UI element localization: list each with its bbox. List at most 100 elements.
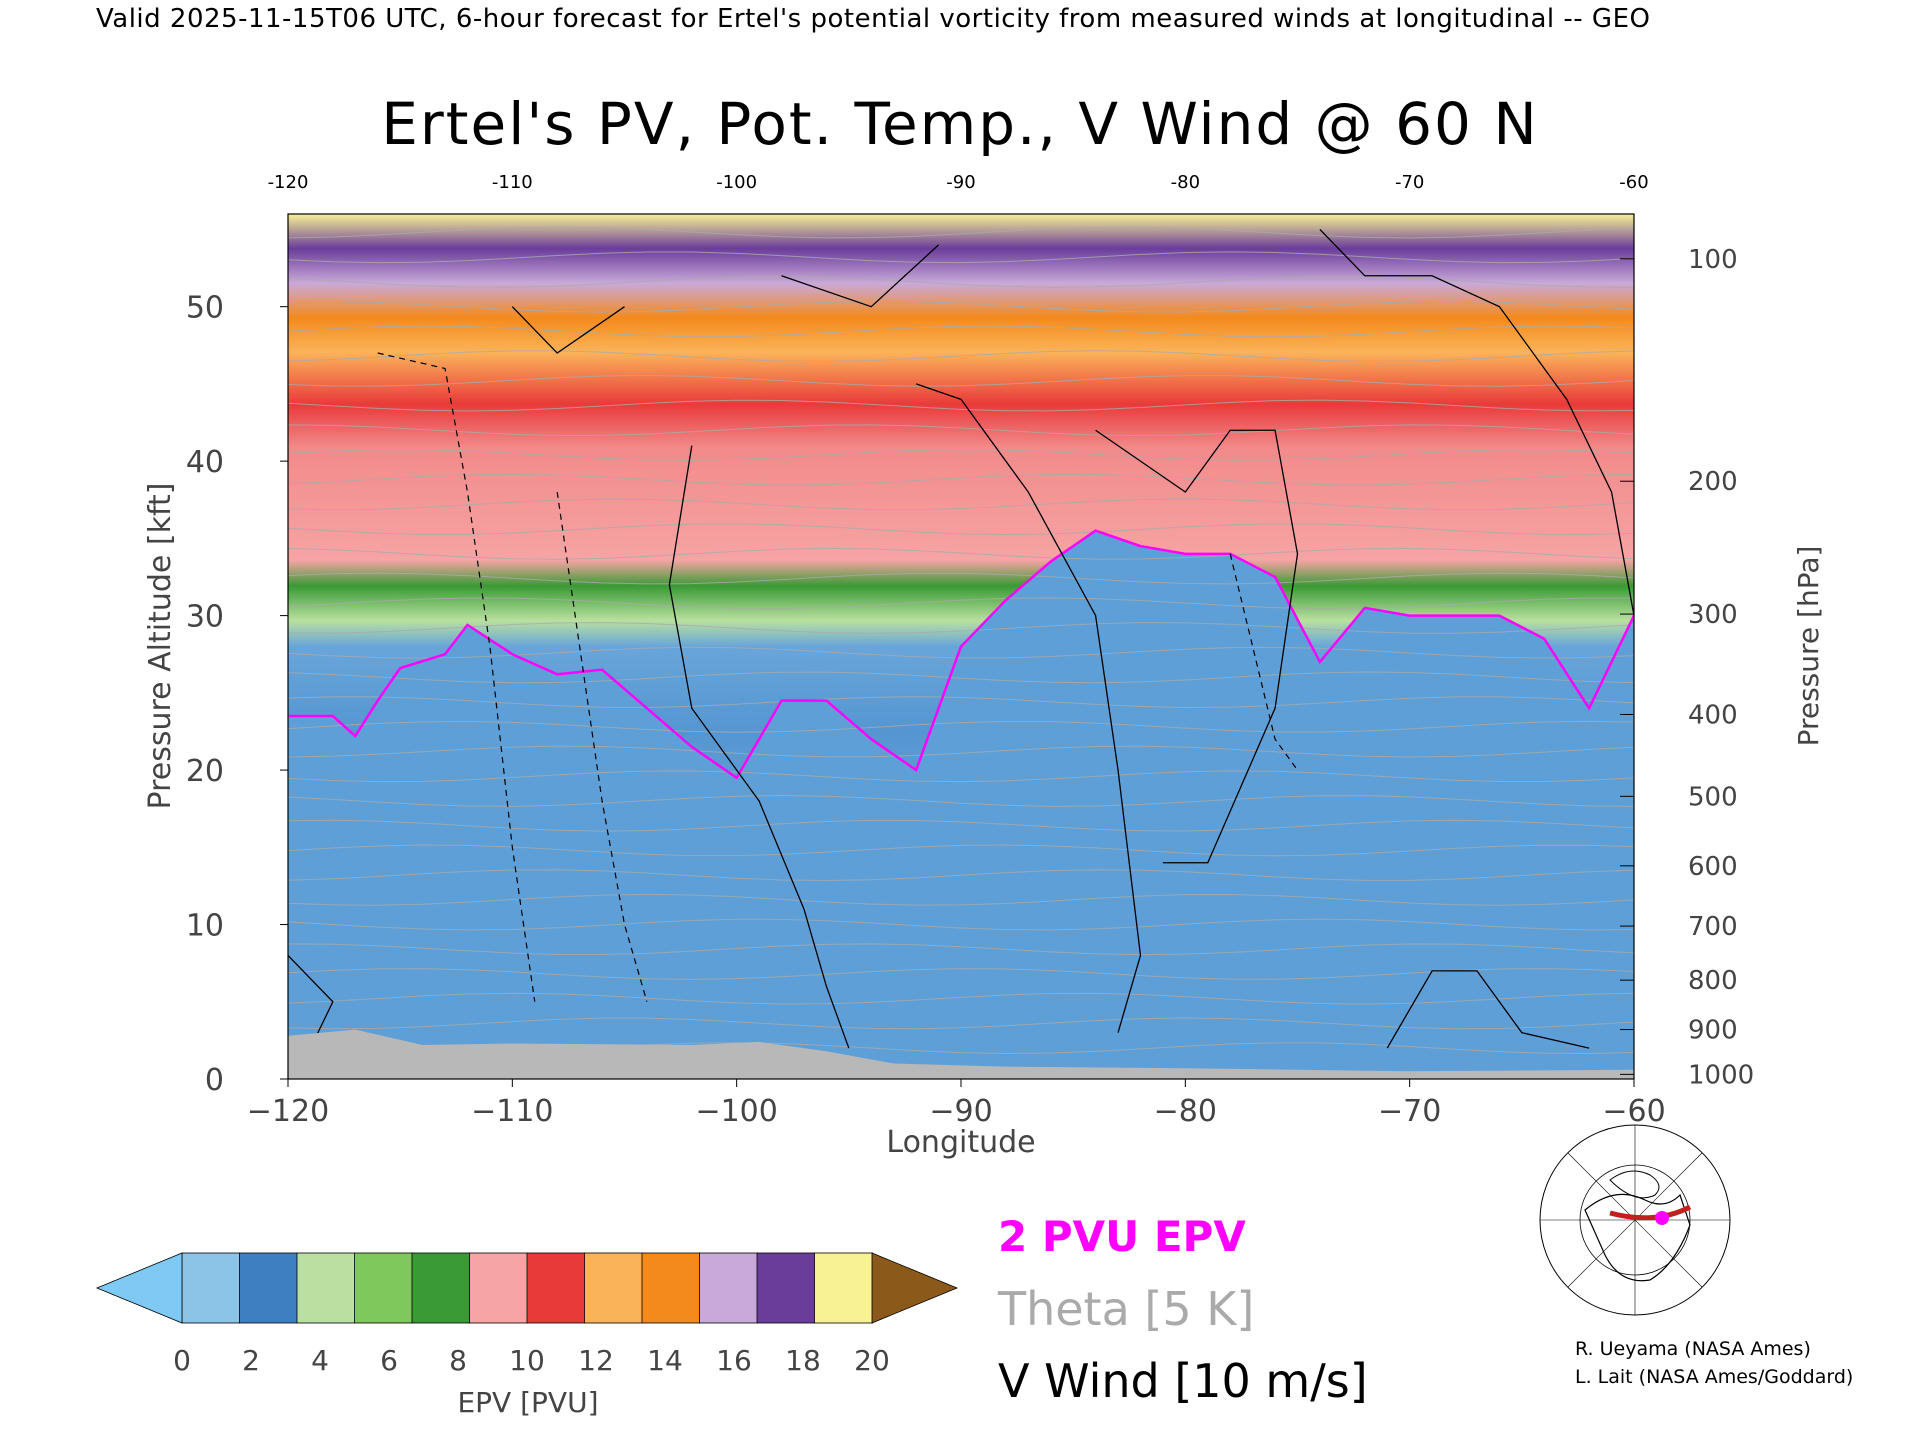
- colorbar-tick-label: 4: [311, 1344, 329, 1377]
- theta-line: [288, 325, 1634, 338]
- pressure-tick-label: 900: [1688, 1016, 1738, 1046]
- legend-vwind: V Wind [10 m/s]: [998, 1354, 1368, 1408]
- wind-line-negative: [377, 352, 536, 1002]
- x-tick-label: −90: [929, 1094, 992, 1129]
- colorbar-tick-label: 8: [449, 1344, 467, 1377]
- wind-line: [915, 383, 1142, 1033]
- theta-line: [288, 893, 1634, 906]
- troposphere-region: [288, 530, 1634, 1079]
- theta-line: [288, 869, 1634, 882]
- colorbar-swatch: [699, 1252, 758, 1324]
- colorbar-tick-label: 0: [173, 1344, 191, 1377]
- theta-line: [288, 374, 1634, 387]
- colorbar-swatch: [469, 1252, 528, 1324]
- colorbar-tick-label: 14: [647, 1344, 683, 1377]
- colorbar: 0 2 4 6 8 10 12 14 16 18 20: [95, 1252, 959, 1377]
- wind-line: [288, 954, 334, 1049]
- credit-line-1: R. Ueyama (NASA Ames): [1575, 1338, 1811, 1360]
- theta-line: [288, 992, 1634, 1005]
- theta-line: [288, 968, 1634, 980]
- colorbar-swatch: [181, 1252, 241, 1324]
- colorbar-over-arrow: [871, 1252, 959, 1324]
- pressure-tick-label: 700: [1688, 912, 1738, 942]
- wind-line-negative: [1229, 553, 1298, 771]
- x-top-tick-label: -100: [716, 172, 757, 193]
- theta-line: [288, 720, 1634, 733]
- colorbar-swatch: [296, 1252, 356, 1324]
- y-tick-label: 50: [186, 291, 224, 326]
- x-top-tick-label: -110: [492, 172, 533, 193]
- theta-line: [288, 943, 1634, 956]
- legend-pv: 2 PVU EPV: [998, 1212, 1246, 1261]
- pressure-tick-label: 200: [1688, 467, 1738, 497]
- theta-line: [288, 424, 1634, 437]
- x-tick-label: −60: [1602, 1094, 1665, 1129]
- pressure-tick-label: 1000: [1688, 1060, 1754, 1090]
- colorbar-label: EPV [PVU]: [457, 1386, 598, 1419]
- wind-line: [1319, 228, 1634, 616]
- pressure-tick-label: 100: [1688, 245, 1738, 275]
- y-axis-label: Pressure Altitude [kft]: [143, 483, 178, 810]
- x-tick-label: −70: [1378, 1094, 1441, 1129]
- credit-line-2: L. Lait (NASA Ames/Goddard): [1575, 1366, 1854, 1388]
- pressure-tick-label: 400: [1688, 700, 1738, 730]
- pressure-tick-label: 300: [1688, 600, 1738, 630]
- wind-line: [781, 244, 940, 308]
- terrain: [288, 1029, 1634, 1079]
- colorbar-swatch: [526, 1252, 586, 1324]
- theta-line: [288, 251, 1634, 264]
- theta-line: [288, 795, 1634, 807]
- colorbar-swatch: [814, 1252, 873, 1324]
- wind-line-negative: [556, 491, 648, 1002]
- theta-line: [288, 399, 1634, 412]
- theta-line: [288, 572, 1634, 585]
- pv-2pvu-contour: [288, 529, 1634, 780]
- y-tick-label: 10: [186, 909, 224, 944]
- y-tick-label: 40: [186, 445, 224, 480]
- x-tick-label: −100: [695, 1094, 777, 1129]
- wind-line: [1386, 970, 1590, 1049]
- x-axis-top: -120 -110 -100 -90 -80 -70 -60: [268, 172, 1649, 193]
- theta-line: [288, 449, 1634, 461]
- theta-line: [288, 473, 1634, 486]
- theta-line: [288, 350, 1634, 362]
- y-axis: 0 10 20 30 40 50: [186, 291, 288, 1098]
- x-tick-label: −80: [1154, 1094, 1217, 1129]
- x-axis: −120 −110 −100 −90 −80 −70 −60: [247, 1079, 1666, 1129]
- theta-line: [288, 696, 1634, 708]
- theta-line: [288, 770, 1634, 783]
- colorbar-tick-label: 16: [716, 1344, 752, 1377]
- theta-line: [288, 819, 1634, 832]
- colorbar-swatch: [411, 1252, 471, 1324]
- y-tick-label: 20: [186, 754, 224, 789]
- theta-line: [288, 276, 1634, 288]
- x-top-tick-label: -70: [1395, 172, 1424, 193]
- theta-line: [288, 597, 1634, 610]
- theta-contours: [288, 226, 1634, 1055]
- y-tick-label: 0: [205, 1063, 224, 1098]
- wind-line: [668, 445, 850, 1049]
- theta-line: [288, 1017, 1634, 1030]
- x-top-tick-label: -60: [1619, 172, 1648, 193]
- colorbar-swatch: [756, 1252, 816, 1324]
- colorbar-tick-label: 12: [578, 1344, 614, 1377]
- colorbar-swatch: [584, 1252, 643, 1324]
- header-text: Valid 2025-11-15T06 UTC, 6-hour forecast…: [96, 4, 1651, 34]
- colorbar-tick-label: 2: [242, 1344, 260, 1377]
- y-axis-right-label: Pressure [hPa]: [1792, 546, 1825, 747]
- colorbar-swatch: [641, 1252, 701, 1324]
- locator-map: [1539, 1124, 1731, 1316]
- colorbar-tick-label: 6: [380, 1344, 398, 1377]
- wind-line: [1095, 429, 1299, 864]
- theta-line: [288, 547, 1634, 560]
- theta-line: [288, 671, 1634, 684]
- theta-line: [288, 226, 1634, 239]
- x-top-tick-label: -120: [268, 172, 309, 193]
- colorbar-tick-label: 10: [509, 1344, 545, 1377]
- y-tick-label: 30: [186, 600, 224, 635]
- pressure-axis: 100 200 300 400 500 600 700 800 900 1000: [1620, 245, 1754, 1090]
- pressure-tick-label: 800: [1688, 966, 1738, 996]
- colorbar-tick-label: 18: [785, 1344, 821, 1377]
- theta-line: [288, 300, 1634, 313]
